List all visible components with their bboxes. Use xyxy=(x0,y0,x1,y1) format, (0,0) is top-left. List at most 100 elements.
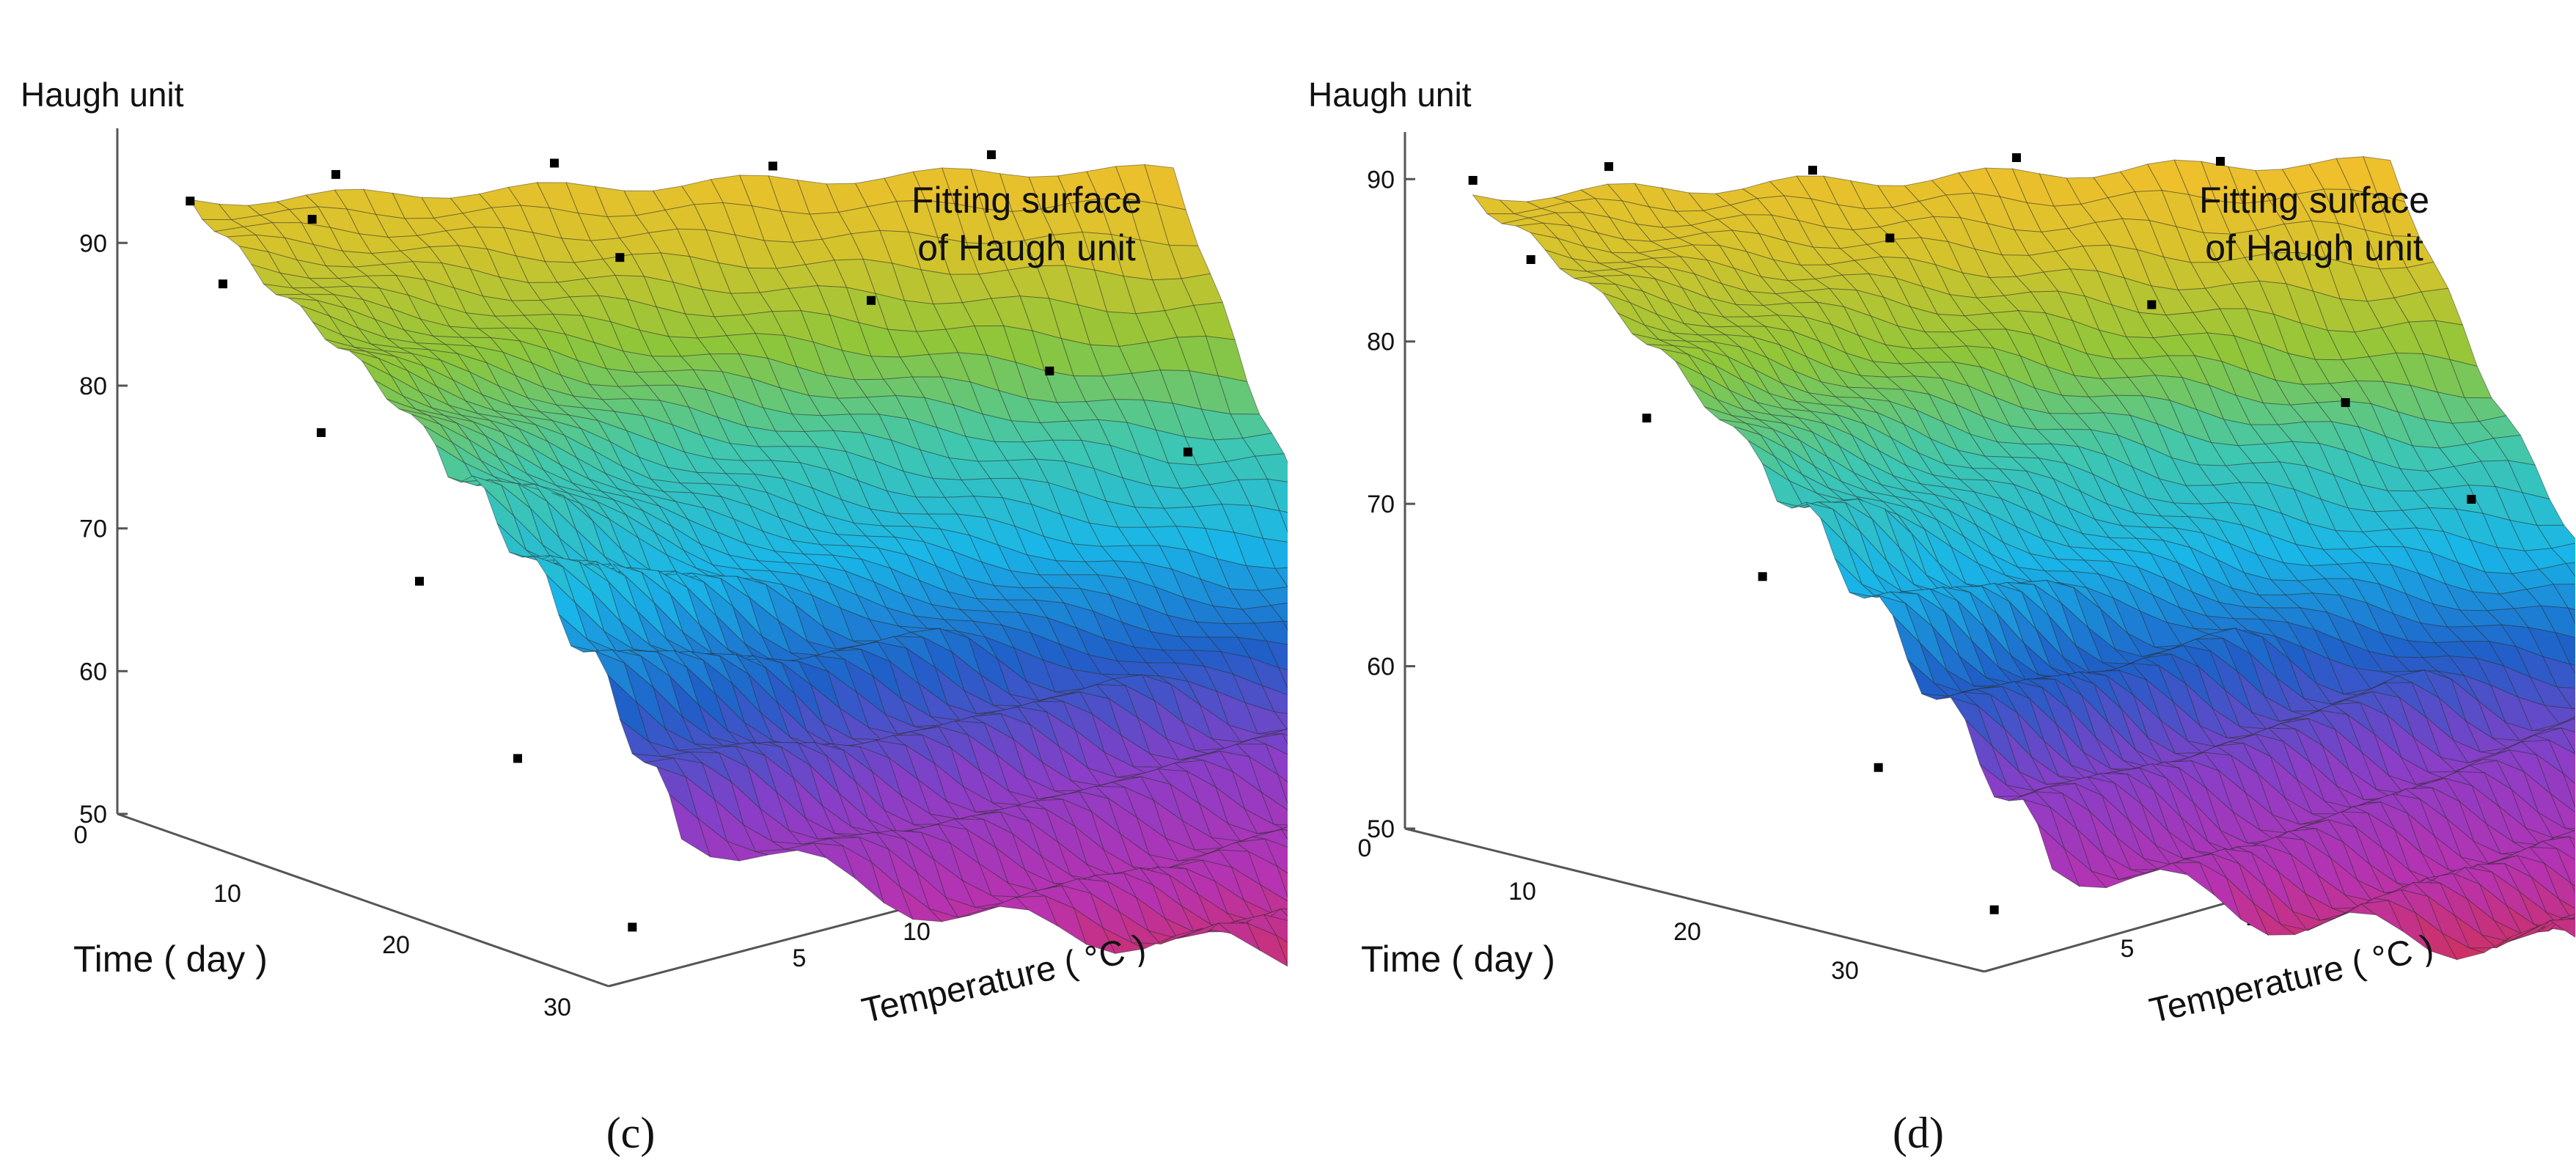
data-point xyxy=(1885,233,1895,243)
surface-patch xyxy=(2572,708,2575,710)
surface-patch xyxy=(2460,856,2503,872)
data-point xyxy=(987,150,996,159)
x-tick-label: 30 xyxy=(1831,957,1859,985)
surface-patch xyxy=(1265,743,1288,783)
z-tick-label: 80 xyxy=(1367,328,1395,356)
surface-patch xyxy=(1286,728,1288,730)
data-point xyxy=(2341,398,2350,408)
x-axis-line xyxy=(1404,827,1985,973)
x-axis-label: Time ( day ) xyxy=(1361,939,1555,980)
x-tick-label: 20 xyxy=(382,931,410,959)
surface-patch xyxy=(1258,586,1288,606)
data-point xyxy=(1184,447,1192,457)
data-point xyxy=(2012,153,2021,162)
surface-patch xyxy=(2550,543,2575,565)
surface-patch xyxy=(2573,718,2575,722)
surface-patch xyxy=(2543,862,2575,909)
surface-patch xyxy=(1283,620,1288,631)
surface-patch xyxy=(1276,865,1288,898)
z-tick-label: 80 xyxy=(79,372,107,400)
panel-label: (d) xyxy=(1893,1109,1944,1157)
surface-patch xyxy=(2553,584,2575,610)
data-point xyxy=(768,161,777,171)
surface-patch xyxy=(2568,836,2575,850)
surface-patch xyxy=(1249,656,1288,696)
x-axis-line xyxy=(117,812,609,988)
surface-patch xyxy=(1248,755,1288,811)
surface-patch xyxy=(1247,851,1288,902)
z-tick-label: 50 xyxy=(1367,815,1395,843)
annotation-line: Fitting surface xyxy=(911,180,1142,221)
data-point xyxy=(628,922,637,932)
surface-patch xyxy=(2562,772,2575,809)
surface-patch xyxy=(1270,602,1288,623)
surface-patch xyxy=(928,908,971,922)
surface-patch xyxy=(1281,733,1288,745)
surface-patch xyxy=(1147,930,1190,944)
x-tick-label: 10 xyxy=(1508,878,1536,906)
surface-patch xyxy=(1252,829,1288,848)
surface-patch xyxy=(1131,936,1174,950)
surface-patch xyxy=(2555,848,2575,887)
surface-patch xyxy=(2259,826,2302,840)
data-point xyxy=(1989,905,1999,914)
surface-patch xyxy=(1261,791,1288,826)
y-axis-label: Temperature ( °C ) xyxy=(2146,928,2437,1031)
surface-patch xyxy=(1261,685,1288,714)
surface-patch xyxy=(2548,739,2575,785)
surface-patch xyxy=(2441,932,2486,961)
surface-patch xyxy=(2544,705,2575,725)
x-tick-label: 0 xyxy=(74,821,88,849)
surface-patch xyxy=(2536,753,2575,813)
surface-patch xyxy=(1262,537,1288,569)
z-tick-label: 70 xyxy=(1367,491,1395,518)
fitting-surface xyxy=(1472,155,2575,961)
surface-patch xyxy=(1278,667,1288,689)
surface-patch xyxy=(1245,565,1288,591)
data-point xyxy=(1526,255,1535,265)
z-tick-label: 90 xyxy=(79,230,107,257)
data-point xyxy=(513,754,522,763)
annotation-line: of Haugh unit xyxy=(917,227,1136,268)
surface-patch xyxy=(1280,908,1288,917)
surface-patch xyxy=(2571,883,2575,893)
scatter-series xyxy=(186,150,1192,932)
data-point xyxy=(1468,175,1478,185)
z-axis-label: Haugh unit xyxy=(21,76,184,114)
surface-patch xyxy=(2538,562,2575,585)
surface-patch xyxy=(2537,811,2575,839)
data-point xyxy=(2467,494,2476,504)
data-point xyxy=(1758,572,1767,581)
surface-patch xyxy=(2500,840,2543,856)
surface-patch xyxy=(2481,933,2524,949)
z-tick-label: 60 xyxy=(79,658,107,686)
data-point xyxy=(1604,162,1613,172)
data-point xyxy=(331,169,340,179)
annotation: Fitting surface of Haugh unit xyxy=(911,180,1142,268)
surface-patch xyxy=(2555,631,2575,666)
x-tick-label: 0 xyxy=(1358,834,1372,862)
surface-patch xyxy=(1277,774,1288,805)
data-point xyxy=(1045,366,1054,375)
surface-patch xyxy=(1274,711,1288,730)
data-point xyxy=(186,197,195,206)
annotation-line: Fitting surface xyxy=(2199,180,2429,221)
data-point xyxy=(2216,157,2225,166)
fitting-surface xyxy=(189,164,1288,967)
surface-patch xyxy=(2376,785,2418,798)
surface-patch xyxy=(1275,934,1288,966)
data-point xyxy=(867,295,876,305)
data-point xyxy=(550,158,559,168)
surface-patch xyxy=(2561,727,2575,755)
x-tick-label: 20 xyxy=(1673,918,1701,946)
surface-patch xyxy=(1266,478,1288,513)
surface-patch xyxy=(1266,640,1288,671)
axes: 5060708090010203051015 xyxy=(1358,132,2425,985)
z-axis-label: Haugh unit xyxy=(1308,76,1472,114)
surface-patch xyxy=(2324,801,2366,815)
surface-patch xyxy=(2542,656,2575,689)
data-point xyxy=(219,279,227,289)
surface-patch xyxy=(1250,504,1288,543)
data-point xyxy=(1874,763,1883,772)
